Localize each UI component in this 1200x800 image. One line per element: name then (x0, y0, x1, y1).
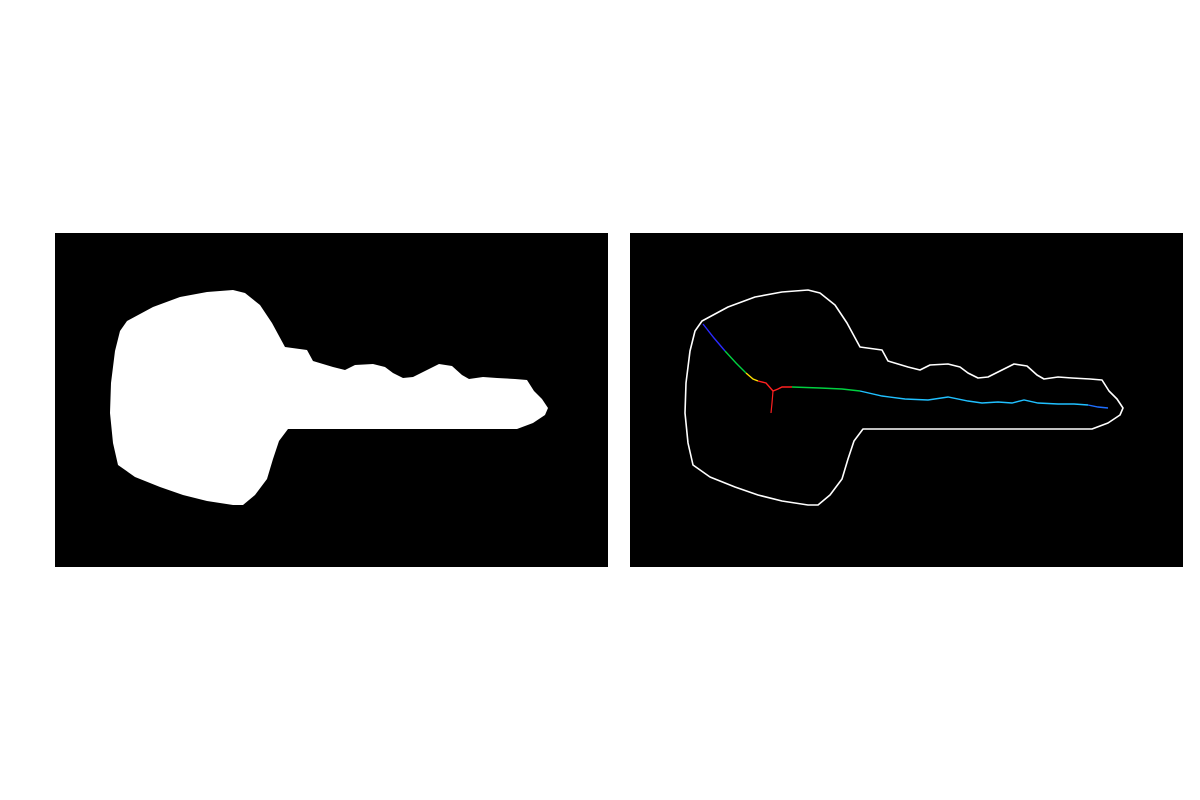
skeleton-junction-red (758, 381, 792, 391)
skeleton-shaft-green (792, 387, 860, 391)
skeleton-shaft-cyan (860, 391, 1088, 405)
skeleton-branch-upper-left-blue (703, 324, 725, 351)
skeleton-branch-down-red (771, 391, 773, 413)
key-contour-outline (685, 290, 1123, 505)
contour-skeleton-panel (630, 233, 1183, 567)
skeleton-branch-upper-left-green (725, 351, 746, 373)
binary-mask-image (55, 233, 608, 567)
skeleton-shaft-blue (1088, 405, 1108, 408)
contour-skeleton-image (630, 233, 1183, 567)
key-mask-shape (110, 290, 548, 505)
binary-mask-panel (55, 233, 608, 567)
skeleton-branch-upper-left-yellow (746, 373, 758, 381)
